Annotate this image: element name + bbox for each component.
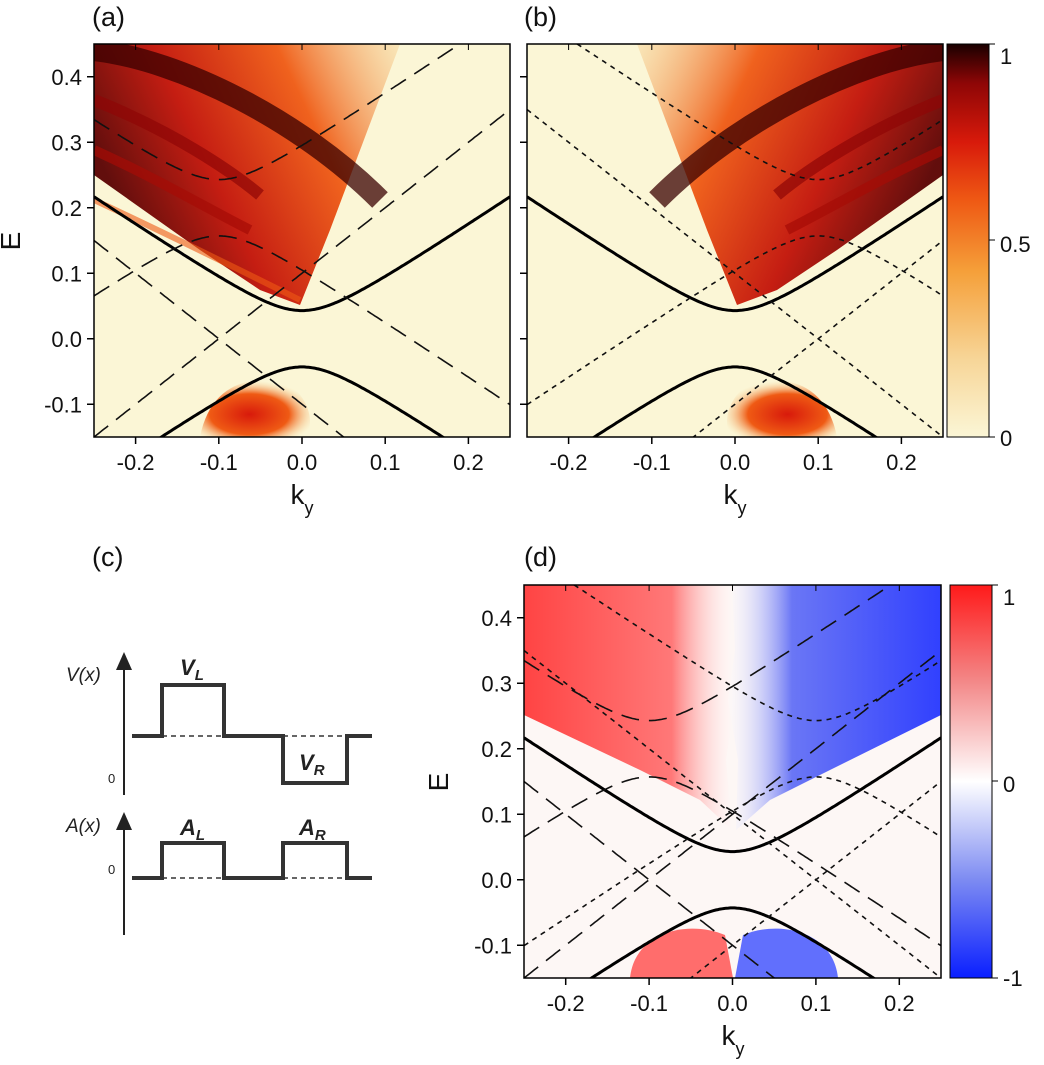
ar-label: AR — [298, 815, 326, 844]
band-dashed-lower — [524, 776, 941, 947]
x-tick-label: 0.0 — [720, 450, 751, 475]
x-tick-label: 0.1 — [801, 991, 832, 1016]
y-tick-label: 0.3 — [481, 671, 512, 696]
band-dashed-line — [689, 780, 941, 978]
band-dashed-upper — [572, 585, 941, 722]
x-tick-label: -0.1 — [630, 991, 668, 1016]
band-dashed-line — [527, 108, 943, 437]
panel-a-edge-glow — [94, 197, 302, 303]
colorbar-top-tick-label: 0.5 — [1000, 232, 1031, 257]
x-tick-label: 0.2 — [453, 450, 484, 475]
colorbar-top-tick-label: 1 — [1000, 44, 1012, 69]
panel-a-label: (a) — [92, 2, 125, 32]
x-tick-label: 0.0 — [287, 450, 318, 475]
x-tick-label: 0.1 — [370, 450, 401, 475]
a-axis-zero: 0 — [108, 862, 115, 877]
x-tick-label: -0.2 — [550, 450, 588, 475]
vl-label: VL — [180, 655, 204, 684]
band-dashed-line — [524, 649, 941, 978]
panel-d-curves — [524, 585, 941, 978]
y-tick-label: -0.1 — [474, 933, 512, 958]
band-dashed-upper — [524, 585, 893, 722]
band-solid-lower — [591, 365, 879, 437]
colorbar-bottom — [949, 584, 993, 979]
y-tick-label: 0.0 — [51, 327, 82, 352]
panel-c-label: (c) — [92, 542, 123, 572]
panel-a-dark-stripe — [94, 94, 264, 200]
panel-b-dark-stripe — [784, 145, 943, 235]
band-solid-lower — [158, 365, 446, 437]
panel-a-dark-stripe — [94, 145, 253, 235]
y-tick-label: 0.2 — [51, 196, 82, 221]
band-dashed-line — [94, 239, 345, 437]
y-tick-label: 0.1 — [481, 802, 512, 827]
a-axis-arrowhead-icon — [116, 812, 132, 830]
v-profile-line — [132, 683, 372, 785]
panel-a-ticks: -0.2 -0.1 0.0 0.1 0.2 0.4 0.3 0.2 0.1 0.0 -0.1 — [44, 44, 484, 475]
panel-d-ylabel: E — [423, 773, 454, 792]
y-tick-label: 0.2 — [481, 737, 512, 762]
band-dashed-lower — [94, 235, 510, 406]
band-dashed-line — [524, 649, 941, 978]
panel-b-xlabel: ky — [724, 479, 747, 518]
band-dashed-upper — [575, 44, 943, 181]
band-dashed-upper — [94, 44, 462, 181]
x-tick-label: -0.1 — [633, 450, 671, 475]
y-tick-label: 0.4 — [51, 65, 82, 90]
al-label: AL — [179, 815, 205, 844]
potential-schematic: V(x) 0 VL VR A(x) 0 AL AR — [65, 652, 372, 935]
colorbar-top — [946, 43, 990, 438]
panel-b-dark-stripe — [773, 94, 943, 200]
x-tick-label: -0.2 — [117, 450, 155, 475]
panel-b-label: (b) — [524, 2, 557, 32]
y-tick-label: -0.1 — [44, 392, 82, 417]
panel-a-curves — [94, 44, 510, 437]
y-tick-label: 0.4 — [481, 606, 512, 631]
band-solid-lower — [588, 906, 877, 978]
y-tick-label: 0.1 — [51, 261, 82, 286]
y-tick-label: 0.3 — [51, 130, 82, 155]
a-profile-line — [132, 841, 372, 880]
panel-d-blue-region — [728, 585, 941, 830]
panel-a-dark-stripe — [94, 44, 388, 208]
band-dashed-line — [692, 239, 943, 437]
panel-a-xlabel: ky — [291, 479, 314, 518]
colorbar-bottom-tick-label: -1 — [1003, 966, 1023, 991]
x-tick-label: 0.0 — [717, 991, 748, 1016]
panel-a-ylabel: E — [0, 232, 26, 251]
v-axis-arrowhead-icon — [116, 652, 132, 670]
x-tick-label: 0.2 — [884, 991, 915, 1016]
band-solid-upper — [524, 736, 941, 854]
band-dashed-line — [524, 780, 776, 978]
panel-b-dark-stripe — [649, 44, 943, 208]
colorbar-bottom-tick-label: 0 — [1003, 772, 1015, 797]
panel-b-fan-region — [637, 44, 943, 305]
v-axis-zero: 0 — [108, 771, 115, 786]
panel-d-red-region — [524, 585, 735, 830]
colorbar-top-tick-label: 0 — [1000, 426, 1012, 451]
band-dashed-lower — [524, 776, 941, 947]
y-tick-label: 0.0 — [481, 868, 512, 893]
x-tick-label: 0.1 — [803, 450, 834, 475]
panel-d-label: (d) — [524, 542, 557, 572]
band-solid-upper — [94, 195, 510, 313]
vr-label: VR — [299, 750, 325, 779]
x-tick-label: 0.2 — [886, 450, 917, 475]
band-dashed-lower — [527, 235, 943, 406]
a-axis-label: A(x) — [65, 816, 101, 837]
panel-b-curves — [527, 44, 943, 437]
panel-d-ticks: -0.2 -0.1 0.0 0.1 0.2 0.4 0.3 0.2 0.1 0.0 -0.1 — [474, 585, 915, 1016]
v-axis-label: V(x) — [66, 665, 101, 686]
panel-d-xlabel: ky — [722, 1020, 745, 1059]
band-dashed-line — [94, 108, 510, 437]
panel-b-ticks: -0.2 -0.1 0.0 0.1 0.2 — [520, 44, 917, 475]
band-solid-upper — [527, 195, 943, 313]
x-tick-label: -0.2 — [547, 991, 585, 1016]
x-tick-label: -0.1 — [200, 450, 238, 475]
colorbar-bottom-tick-label: 1 — [1003, 585, 1015, 610]
